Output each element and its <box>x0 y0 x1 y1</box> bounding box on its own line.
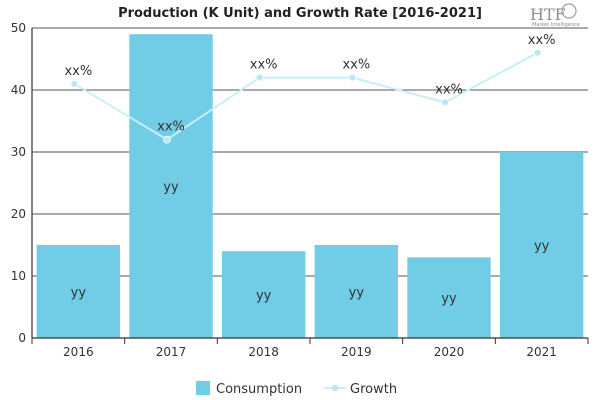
growth-data-label: xx% <box>435 82 463 97</box>
growth-point <box>533 48 542 57</box>
y-tick-label: 40 <box>11 83 26 97</box>
x-tick-label: 2018 <box>248 345 279 359</box>
y-tick-label: 0 <box>18 331 26 345</box>
growth-point <box>70 79 79 88</box>
bar-data-label: yy <box>163 180 179 195</box>
bar-data-label: yy <box>534 239 550 254</box>
bar <box>314 245 399 338</box>
growth-point <box>348 73 357 82</box>
legend-swatch-growth-marker <box>331 384 339 392</box>
bar <box>221 251 306 338</box>
bar-data-label: yy <box>349 286 365 301</box>
logo-subtext: Market Intelligence <box>532 22 580 28</box>
bar <box>36 245 121 338</box>
y-tick-label: 10 <box>11 269 26 283</box>
y-tick-label: 30 <box>11 145 26 159</box>
x-tick-label: 2020 <box>434 345 465 359</box>
growth-data-label: xx% <box>64 64 92 79</box>
growth-data-label: xx% <box>342 58 370 73</box>
brand-logo: HTF Market Intelligence <box>530 3 580 28</box>
growth-line <box>73 51 539 141</box>
growth-data-label: xx% <box>528 33 556 48</box>
growth-point <box>441 98 449 107</box>
x-tick-label: 2017 <box>156 345 187 359</box>
x-axis: 2016 2017 2018 2019 2020 2021 <box>31 28 589 359</box>
grid-lines <box>32 27 588 277</box>
bar <box>407 257 491 338</box>
bar-data-label: yy <box>71 286 87 301</box>
line-series: xx% xx% xx% xx% xx% xx% <box>64 33 556 144</box>
y-tick-label: 50 <box>11 21 26 35</box>
x-tick-label: 2019 <box>341 345 372 359</box>
x-tick-label: 2021 <box>526 345 557 359</box>
bar-data-label: yy <box>441 292 457 307</box>
growth-data-label: xx% <box>157 120 185 135</box>
globe-icon <box>561 3 577 19</box>
x-tick-label: 2016 <box>63 345 94 359</box>
growth-point <box>163 135 171 144</box>
bar-data-label: yy <box>256 289 272 304</box>
bar <box>129 34 213 338</box>
growth-data-label: xx% <box>250 58 278 73</box>
legend-swatch-consumption <box>196 381 210 395</box>
y-axis: 0 10 20 30 40 50 <box>11 21 26 345</box>
legend-label-growth: Growth <box>350 382 397 397</box>
y-tick-label: 20 <box>11 207 26 221</box>
legend: Consumption Growth <box>196 381 397 397</box>
chart-title: Production (K Unit) and Growth Rate [201… <box>118 6 482 21</box>
bar <box>499 152 584 338</box>
bar-series: yy yy yy yy yy yy <box>36 34 584 338</box>
growth-point <box>255 73 264 82</box>
legend-label-consumption: Consumption <box>216 382 302 397</box>
logo-text: HTF <box>530 5 566 24</box>
